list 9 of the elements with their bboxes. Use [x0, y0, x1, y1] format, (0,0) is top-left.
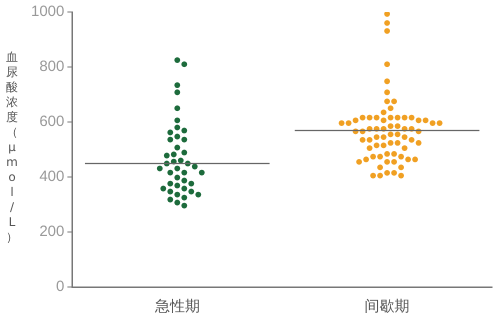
y-tick-label: 800: [39, 58, 64, 76]
y-tick-label: 0: [56, 278, 64, 296]
y-tick-label: 1000: [30, 3, 64, 20]
text: 血尿酸浓度（μmol/L）: [6, 50, 18, 244]
x-tick-label: 间歇期: [364, 296, 410, 315]
y-tick-label: 200: [39, 223, 64, 240]
y-tick-label: 400: [39, 168, 64, 186]
y-tick-label: 600: [39, 113, 64, 130]
x-tick-label: 急性期: [154, 296, 200, 315]
